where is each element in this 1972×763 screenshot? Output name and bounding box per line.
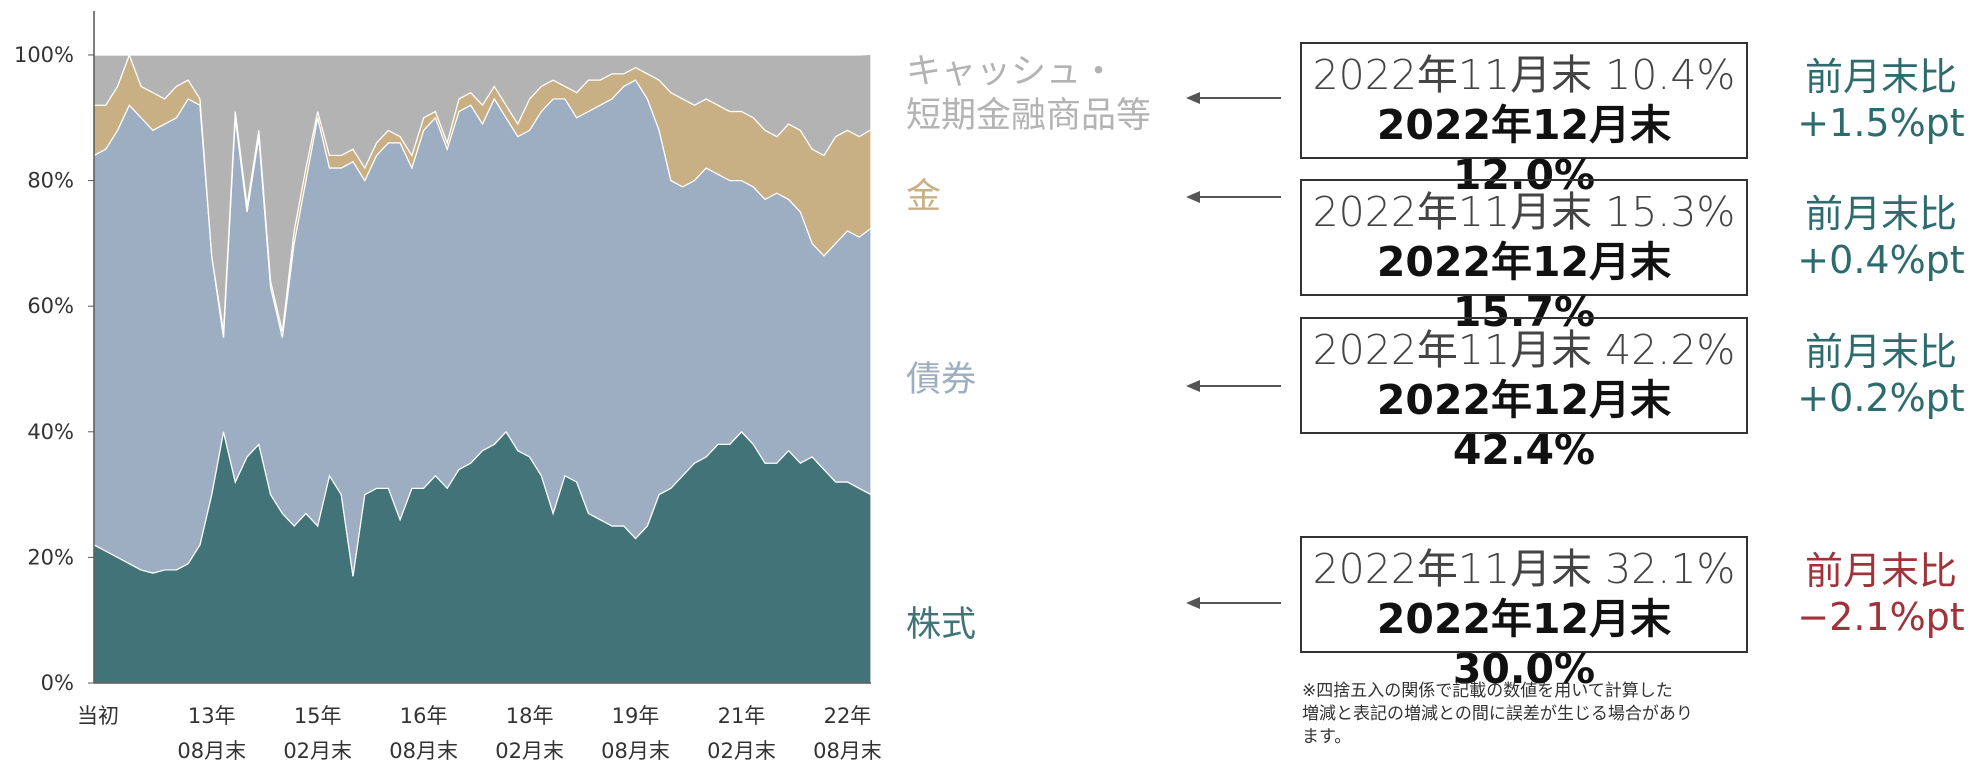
- x-tick-label: 08月末: [389, 739, 458, 763]
- arrow-head: [1186, 380, 1200, 392]
- value-box: 2022年11月末 10.4% 2022年12月末 12.0%: [1300, 42, 1748, 199]
- y-tick-label: 60%: [27, 294, 74, 318]
- x-tick-label: 18年: [506, 704, 554, 728]
- footnote-line: 増減と表記の増減との間に誤差が生じる場合があり: [1302, 704, 1693, 724]
- value-line: 2022年12月末 12.0%: [1376, 101, 1672, 199]
- x-tick-label: 19年: [612, 704, 660, 728]
- x-tick-label: 08月末: [177, 739, 246, 763]
- value-line: 2022年11月末 10.4%: [1312, 51, 1736, 99]
- x-tick-label: 当初: [77, 704, 119, 728]
- change: 前月末比 +0.4%pt: [1790, 191, 1972, 283]
- y-tick-label: 40%: [27, 420, 74, 444]
- legend-label: 株式: [906, 605, 977, 645]
- x-tick-label: 22年: [824, 704, 872, 728]
- value-box: 2022年11月末 42.2% 2022年12月末 42.4%: [1300, 317, 1748, 474]
- x-tick-label: 02月末: [707, 739, 776, 763]
- change-value: −2.1%pt: [1797, 595, 1965, 639]
- arrow-head: [1186, 92, 1200, 104]
- change-value: +0.2%pt: [1797, 376, 1965, 420]
- x-tick-label: 15年: [294, 704, 342, 728]
- value-box: 2022年11月末 15.3% 2022年12月末 15.7%: [1300, 179, 1748, 336]
- change-label: 前月末比: [1804, 549, 1957, 593]
- value-line: 2022年12月末 42.4%: [1376, 376, 1672, 474]
- arrow: [1186, 191, 1281, 203]
- x-tick-label: 21年: [718, 704, 766, 728]
- footnote-line: ※四捨五入の関係で記載の数値を用いて計算した: [1302, 681, 1673, 701]
- change: 前月末比 −2.1%pt: [1790, 548, 1972, 640]
- value-box: 2022年11月末 32.1% 2022年12月末 30.0%: [1300, 536, 1748, 693]
- legend-label: 債券: [906, 360, 977, 400]
- change: 前月末比 +1.5%pt: [1790, 54, 1972, 146]
- arrow: [1186, 380, 1281, 392]
- x-tick-label: 08月末: [813, 739, 882, 763]
- change-label: 前月末比: [1804, 55, 1957, 99]
- footnote: ※四捨五入の関係で記載の数値を用いて計算した 増減と表記の増減との間に誤差が生じる…: [1302, 680, 1762, 749]
- change-label: 前月末比: [1804, 330, 1957, 374]
- y-tick-label: 0%: [41, 671, 74, 695]
- y-tick-label: 80%: [27, 169, 74, 193]
- y-tick-label: 20%: [27, 545, 74, 569]
- value-line: 2022年12月末 30.0%: [1376, 595, 1672, 693]
- x-tick-label: 02月末: [283, 739, 352, 763]
- x-tick-label: 08月末: [601, 739, 670, 763]
- value-line: 2022年11月末 15.3%: [1312, 188, 1736, 236]
- x-tick-label: 13年: [188, 704, 236, 728]
- x-tick-label: 16年: [400, 704, 448, 728]
- legend-label: 金: [906, 177, 942, 217]
- value-line: 2022年11月末 32.1%: [1312, 545, 1736, 593]
- arrow: [1186, 92, 1281, 104]
- value-line: 2022年11月末 42.2%: [1312, 326, 1736, 374]
- arrow-head: [1186, 597, 1200, 609]
- change-value: +0.4%pt: [1797, 238, 1965, 282]
- change: 前月末比 +0.2%pt: [1790, 329, 1972, 421]
- legend-label: キャッシュ・ 短期金融商品等: [906, 52, 1152, 136]
- change-label: 前月末比: [1804, 192, 1957, 236]
- x-tick-label: 02月末: [495, 739, 564, 763]
- arrow: [1186, 597, 1281, 609]
- change-value: +1.5%pt: [1797, 101, 1965, 145]
- arrow-head: [1186, 191, 1200, 203]
- y-tick-label: 100%: [14, 43, 74, 67]
- footnote-line: ます。: [1302, 727, 1352, 747]
- value-line: 2022年12月末 15.7%: [1376, 238, 1672, 336]
- area: [93, 53, 872, 332]
